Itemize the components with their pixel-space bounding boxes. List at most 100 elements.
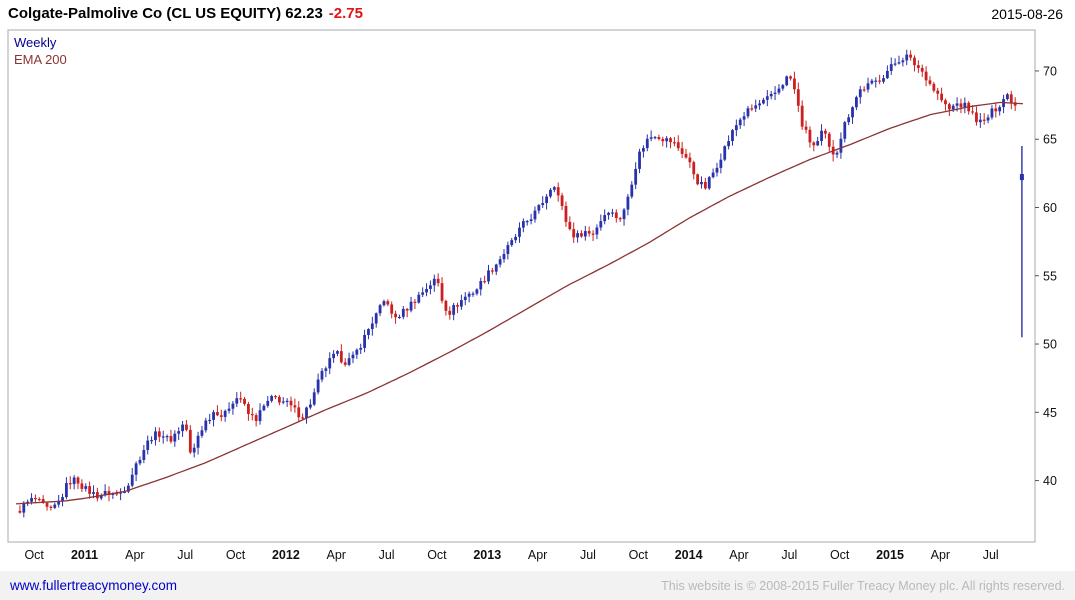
candle-body — [277, 396, 281, 403]
candle-body — [870, 80, 874, 84]
candle-body — [262, 405, 266, 411]
candle-body — [64, 483, 68, 498]
candle-body — [188, 429, 192, 453]
footer-bar: www.fullertreacymoney.com This website i… — [0, 571, 1075, 600]
candle-body — [510, 240, 514, 246]
candle-body — [456, 305, 459, 307]
candle-body — [719, 159, 723, 168]
candle-body — [301, 417, 305, 419]
x-tick-label: Oct — [427, 548, 447, 562]
candle-body — [583, 231, 587, 237]
y-tick-label: 70 — [1043, 64, 1057, 78]
candle-body — [177, 431, 181, 434]
candle-body — [487, 270, 490, 282]
candle-body — [126, 485, 130, 492]
candle-body — [339, 351, 343, 363]
candle-body — [851, 107, 854, 118]
candle-body — [986, 117, 990, 121]
candle-body — [591, 233, 595, 235]
candle-body — [700, 181, 703, 185]
y-tick-label: 50 — [1043, 338, 1057, 352]
candle-body — [785, 76, 789, 86]
candle-body — [711, 172, 715, 178]
candle-body — [258, 410, 262, 421]
x-tick-label: Oct — [629, 548, 649, 562]
candle-body — [119, 492, 123, 494]
x-tick-label: Jul — [379, 548, 395, 562]
candle-body — [634, 168, 638, 185]
candle-body — [429, 285, 432, 289]
candle-body — [777, 88, 781, 93]
candle-body — [436, 278, 440, 284]
candle-body — [34, 498, 37, 500]
candle-body — [843, 122, 847, 139]
candle-body — [661, 139, 665, 142]
x-tick-label: Apr — [528, 548, 547, 562]
candle-body — [196, 435, 200, 448]
candle-body — [804, 126, 808, 130]
candle-body — [618, 218, 622, 220]
candle-body — [185, 424, 188, 430]
candle-body — [963, 102, 967, 108]
candle-body — [506, 245, 510, 255]
candle-body — [57, 500, 61, 505]
candle-body — [281, 401, 285, 403]
x-tick-label: 2013 — [473, 548, 501, 562]
candle-body — [715, 167, 719, 173]
candle-body — [913, 57, 916, 66]
candle-body — [603, 215, 607, 222]
candle-body — [769, 93, 773, 97]
candle-body — [959, 103, 963, 108]
candle-body — [243, 398, 246, 404]
candle-body — [440, 283, 444, 301]
candle-body — [773, 92, 777, 94]
candle-body — [92, 492, 95, 494]
website-link[interactable]: www.fullertreacymoney.com — [10, 578, 178, 593]
candle-body — [781, 85, 785, 89]
candle-body — [824, 130, 827, 134]
x-tick-label: Apr — [327, 548, 346, 562]
candle-body — [231, 403, 235, 409]
candle-body — [475, 289, 479, 294]
candle-body — [305, 407, 308, 419]
candle-body — [216, 412, 219, 416]
candle-body — [951, 105, 955, 110]
candle-body — [812, 142, 816, 146]
candle-body — [796, 89, 800, 106]
candle-body — [936, 90, 940, 94]
candle-body — [471, 293, 475, 295]
x-axis: Oct 2011 Apr Jul Oct 2012 Apr Jul Oct 2013 Apr Jul O… — [24, 548, 998, 562]
candle-body — [72, 477, 76, 485]
candle-body — [463, 296, 467, 301]
candle-body — [432, 278, 436, 286]
candle-body — [793, 78, 796, 90]
candle-body — [68, 483, 72, 485]
candle-body — [882, 78, 885, 82]
candle-body — [521, 221, 525, 228]
candle-body — [444, 300, 448, 311]
candle-body — [80, 483, 84, 489]
candle-body — [347, 358, 351, 365]
candle-body — [390, 304, 394, 314]
candle-body — [916, 65, 920, 68]
candle-body — [854, 97, 858, 108]
y-axis: 40 45 50 55 60 65 70 — [1035, 64, 1057, 488]
candle-body — [398, 316, 401, 319]
candle-body — [614, 212, 618, 219]
candle-body — [289, 400, 293, 406]
candle-body — [827, 133, 831, 147]
candle-body — [479, 281, 483, 290]
candle-body — [541, 203, 545, 206]
legend-weekly: Weekly — [14, 35, 57, 50]
candle-body — [545, 196, 548, 204]
candle-body — [684, 153, 688, 158]
candle-body — [692, 162, 696, 175]
candle-body — [316, 379, 320, 393]
plot-frame — [7, 29, 1036, 543]
candle-body — [990, 108, 994, 118]
x-tick-label: Apr — [931, 548, 950, 562]
candle-body — [564, 206, 568, 222]
candle-body — [53, 504, 57, 508]
candle-body — [138, 459, 142, 464]
candle-body — [514, 236, 518, 241]
